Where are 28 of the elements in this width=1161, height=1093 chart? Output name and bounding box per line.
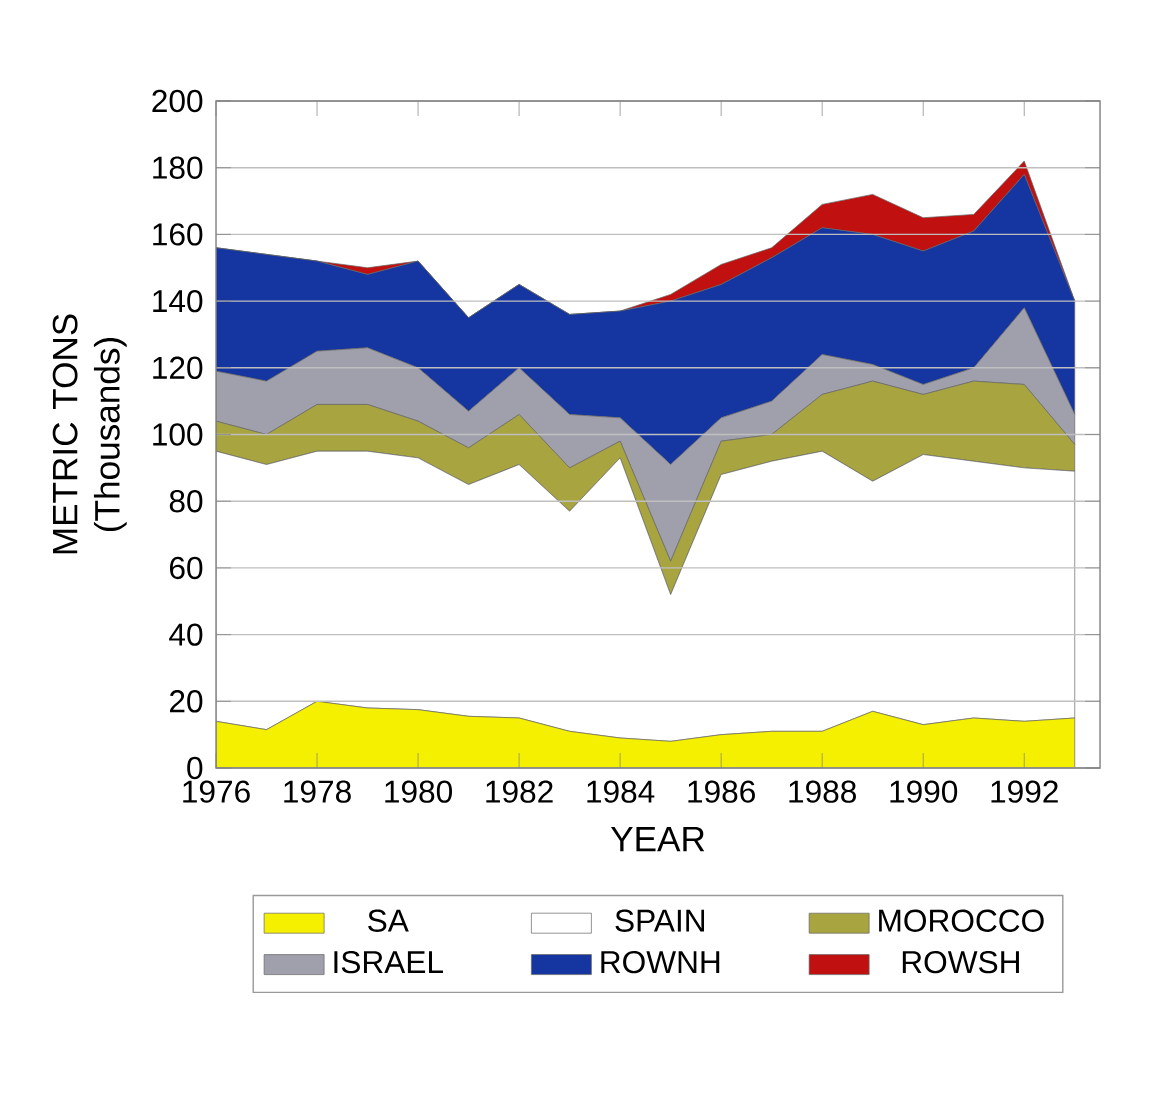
- legend-label: ISRAEL: [334, 950, 443, 974]
- x-tick-label: 1990: [890, 780, 958, 803]
- x-tick-label: 1986: [688, 780, 755, 803]
- y-tick-label: 200: [152, 89, 203, 113]
- y-tick-label: 80: [169, 489, 203, 513]
- y-tick-label: 140: [153, 289, 203, 313]
- x-tick-label: 1984: [587, 780, 655, 803]
- legend-label: MOROCCO: [879, 909, 1044, 932]
- x-tick-label: 1992: [991, 780, 1058, 803]
- legend-label: SPAIN: [615, 909, 705, 932]
- x-tick-label: 1976: [183, 780, 250, 803]
- x-tick-label: 1978: [284, 780, 351, 803]
- y-tick-label: 160: [153, 223, 203, 246]
- y-tick-label: 180: [153, 156, 203, 179]
- x-tick-label: 1988: [789, 780, 856, 803]
- y-axis-title: METRIC TONS (Thousands): [52, 314, 127, 554]
- y-tick-label: 120: [153, 356, 203, 380]
- y-tick-label: 0: [187, 756, 203, 780]
- y-tick-label: 20: [170, 690, 203, 713]
- y-tick-label: 60: [170, 556, 203, 580]
- legend-label: ROWNH: [601, 950, 720, 974]
- y-tick-label: 40: [169, 623, 203, 646]
- legend-label: ROWSH: [902, 950, 1019, 974]
- x-tick-label: 1980: [385, 780, 453, 803]
- legend-label: SA: [368, 909, 409, 932]
- x-tick-label: 1982: [486, 780, 553, 803]
- y-tick-label: 100: [153, 423, 203, 446]
- x-axis-title: YEAR: [610, 826, 705, 852]
